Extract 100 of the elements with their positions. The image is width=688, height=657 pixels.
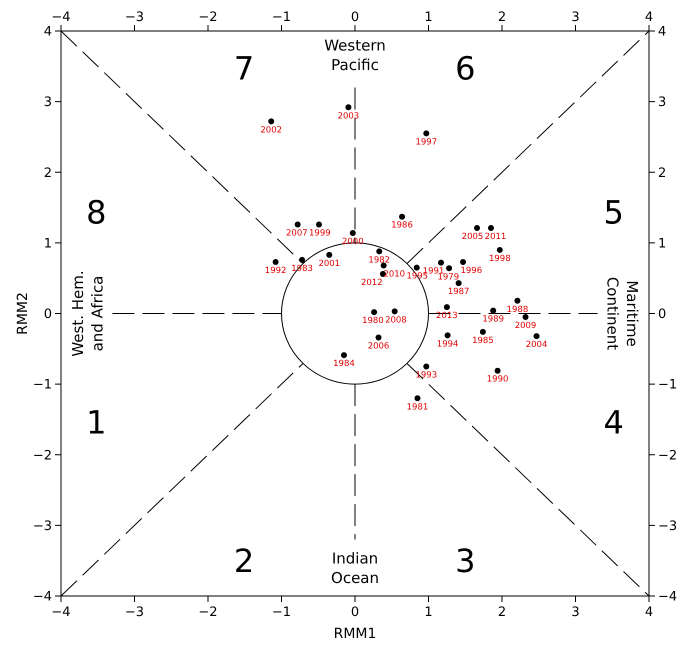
annotation: 6 [455, 50, 476, 88]
point [423, 130, 430, 136]
annotation: 1994 [436, 339, 458, 350]
y2-tick-label: −1 [658, 378, 678, 393]
x-tick-label: 3 [571, 10, 580, 25]
annotation: 2002 [260, 125, 282, 136]
annotation: 1988 [506, 304, 528, 315]
annotation: 2 [234, 542, 254, 580]
y2-tick-label: 2 [658, 166, 666, 181]
point [460, 258, 466, 265]
annotation: 5 [604, 194, 624, 232]
point [444, 332, 451, 338]
x-tick-label: −1 [272, 10, 292, 25]
annotation: 1990 [486, 374, 508, 385]
annotation: 8 [86, 194, 106, 232]
y-tick-label: −4 [32, 590, 52, 604]
annotation: 2009 [514, 321, 536, 332]
point [414, 395, 420, 402]
point [514, 298, 520, 304]
annotation: 2008 [385, 315, 407, 326]
point [326, 252, 332, 258]
point [456, 280, 462, 286]
point [446, 265, 452, 272]
point [268, 118, 274, 124]
annotation: 2012 [360, 278, 383, 288]
point [522, 314, 529, 320]
x2-tick-label: 2 [498, 605, 506, 620]
y-tick-label: 0 [44, 307, 52, 322]
annotation: 1989 [482, 314, 504, 325]
x2-tick-label: −3 [124, 605, 144, 620]
y2-tick-label: 1 [658, 236, 666, 252]
y2-tick-label: −2 [658, 448, 678, 464]
annotation: 1986 [391, 220, 413, 231]
annotation: 1985 [472, 336, 494, 346]
x-tick-label: −2 [198, 10, 218, 25]
annotation: 3 [455, 542, 476, 580]
annotation: 1987 [448, 287, 470, 298]
annotation: 2010 [383, 269, 406, 280]
x-tick-label: 1 [424, 10, 433, 25]
point [438, 260, 444, 266]
point [272, 258, 279, 265]
point [423, 363, 430, 370]
y-tick-label: −1 [32, 378, 52, 393]
annotation: 7 [234, 50, 254, 88]
point [376, 248, 382, 254]
x2-tick-label: −2 [198, 605, 218, 620]
point [345, 104, 352, 110]
y2-tick-label: 0 [658, 307, 666, 322]
annotation: 1981 [406, 402, 428, 412]
annotation: 2005 [462, 232, 484, 242]
point [414, 264, 420, 271]
y2-tick-label: −3 [658, 518, 678, 534]
y-tick-label: −2 [32, 448, 52, 464]
annotation: 1982 [368, 255, 390, 266]
x-tick-label: 2 [498, 10, 506, 25]
y-tick-label: 1 [44, 236, 52, 252]
point [474, 225, 480, 232]
x2-tick-label: 1 [424, 605, 433, 620]
x2-tick-label: 0 [350, 605, 360, 620]
annotation: Indian Ocean [331, 549, 379, 587]
point [494, 368, 501, 374]
annotation: 1998 [488, 254, 511, 264]
point [376, 334, 382, 341]
y2-tick-label: 3 [658, 95, 666, 110]
annotation: 2013 [436, 311, 458, 322]
annotation: 4 [604, 403, 624, 442]
point [480, 328, 486, 335]
point [316, 222, 322, 228]
point [340, 352, 347, 358]
annotation: 1 [86, 403, 106, 442]
x-tick-label: 4 [644, 10, 654, 25]
annotation: 2011 [484, 232, 506, 242]
point [392, 308, 398, 314]
annotation: 1984 [333, 359, 355, 370]
y-tick-label: 2 [44, 166, 52, 181]
point [294, 222, 301, 228]
annotation: 2007 [286, 228, 308, 239]
annotation: 2001 [318, 258, 340, 269]
annotation: 2003 [338, 111, 360, 122]
annotation: Maritime Continent [604, 276, 642, 350]
annotation: 1980 [362, 316, 384, 326]
point [350, 230, 356, 236]
annotation: West. Hem. and Africa [68, 270, 106, 357]
y-tick-label: −3 [32, 518, 52, 534]
annotation: 1979 [437, 272, 460, 282]
point [534, 333, 540, 340]
y-axis-title: RMM2 [15, 292, 31, 335]
point [399, 214, 406, 220]
annotation: Western Pacific [324, 36, 386, 74]
point [444, 304, 450, 310]
annotation: 1997 [415, 137, 438, 148]
y-tick-label: 3 [44, 95, 52, 110]
x2-tick-label: −1 [272, 605, 292, 620]
point [488, 225, 494, 232]
y-tick-label: 4 [44, 24, 52, 40]
annotation: 1996 [460, 266, 482, 276]
x2-tick-label: 4 [644, 605, 654, 620]
annotation: 2004 [526, 340, 548, 350]
point [496, 246, 503, 253]
x2-tick-label: 3 [571, 605, 580, 620]
